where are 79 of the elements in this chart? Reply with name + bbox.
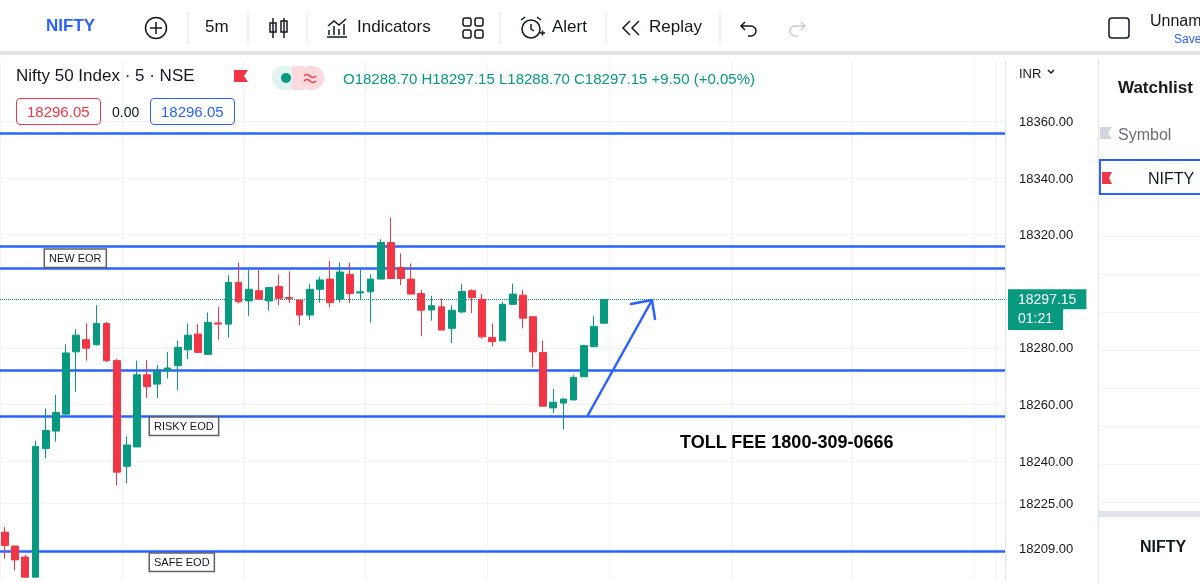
- y-tick-label: 18225.00: [1019, 496, 1074, 512]
- candlestick: [468, 288, 476, 314]
- candlestick: [285, 270, 293, 304]
- candlestick: [133, 360, 141, 448]
- candlestick: [438, 297, 445, 331]
- text: NIFTY: [1148, 170, 1195, 188]
- candlestick: [214, 306, 222, 341]
- candlestick: [1, 526, 9, 560]
- annotation: 18296.05: [150, 98, 235, 125]
- candlestick: [488, 323, 496, 347]
- candlestick: [32, 440, 39, 578]
- candlestick: [184, 323, 192, 360]
- text: NIFTY: [46, 16, 96, 36]
- y-tick-label: 18340.00: [1019, 170, 1074, 186]
- candlestick: [560, 397, 567, 431]
- text: INR: [1019, 66, 1042, 81]
- candlestick: [397, 252, 405, 286]
- candlestick: [235, 261, 242, 304]
- text: Save: [1174, 32, 1200, 46]
- text: Alert: [552, 17, 587, 37]
- candlestick: [174, 340, 182, 391]
- y-tick-label: 18360.00: [1019, 113, 1074, 129]
- candlestick: [153, 364, 161, 399]
- candlestick: [377, 238, 385, 280]
- candlestick: [407, 263, 415, 295]
- text: 01:21: [1008, 309, 1064, 330]
- candlestick: [549, 388, 557, 414]
- ref-line-label: NEW EOR: [49, 252, 102, 265]
- ref-line-label: 18297.15: [1018, 291, 1077, 308]
- ref-line-label: SAFE EOD: [154, 556, 210, 569]
- candlestick: [21, 554, 29, 578]
- candlestick: [194, 323, 202, 353]
- text: Unnam: [1150, 12, 1200, 30]
- annotation: 0.00: [112, 104, 140, 120]
- text: Watchlist: [1118, 78, 1193, 98]
- candlestick: [448, 304, 456, 344]
- candlestick: [387, 217, 395, 280]
- candlestick: [499, 301, 506, 342]
- text: O18288.70 H18297.15 L18288.70 C18297.15 +9.50 (+0.05%): [343, 70, 756, 87]
- candlestick: [93, 304, 100, 347]
- candlestick: [570, 374, 577, 401]
- candlestick: [164, 351, 171, 379]
- y-tick-label: 18240.00: [1019, 453, 1074, 469]
- y-tick-label: 18280.00: [1019, 340, 1074, 356]
- candlestick: [113, 358, 121, 486]
- ref-line-label: RISKY EOD: [154, 420, 214, 433]
- candlestick: [204, 312, 212, 355]
- candlestick: [275, 273, 283, 306]
- candlestick: [590, 315, 598, 348]
- candlestick: [103, 321, 110, 363]
- candlestick: [42, 407, 50, 459]
- candlestick: [143, 359, 151, 399]
- y-tick-label: 18260.00: [1019, 397, 1074, 412]
- candlestick: [82, 322, 90, 362]
- candlestick: [255, 269, 263, 300]
- text: 5m: [205, 17, 229, 37]
- candlestick: [519, 289, 527, 329]
- candlestick: [539, 340, 547, 407]
- candlestick: [72, 328, 80, 393]
- candlestick: [580, 344, 588, 378]
- candlestick: [417, 289, 425, 337]
- candlestick: [62, 343, 70, 417]
- candlestick: [52, 394, 60, 443]
- candlestick: [296, 299, 303, 326]
- chart-title: Nifty 50 Index · 5 · NSE: [16, 66, 195, 86]
- candlestick: [123, 435, 131, 484]
- text: NIFTY: [1140, 538, 1187, 556]
- text: Replay: [649, 17, 702, 37]
- text: Indicators: [357, 17, 431, 37]
- annotation: 18296.05: [16, 98, 101, 125]
- candlestick: [346, 261, 354, 304]
- candlestick: [326, 260, 334, 308]
- y-tick-label: 18209.00: [1019, 541, 1074, 557]
- annotation: TOLL FEE 1800-309-0666: [680, 432, 894, 453]
- y-tick-label: 18320.00: [1019, 227, 1074, 243]
- candlestick: [529, 315, 537, 368]
- candlestick: [478, 293, 486, 340]
- candlestick: [11, 545, 19, 571]
- text: Symbol: [1118, 126, 1172, 144]
